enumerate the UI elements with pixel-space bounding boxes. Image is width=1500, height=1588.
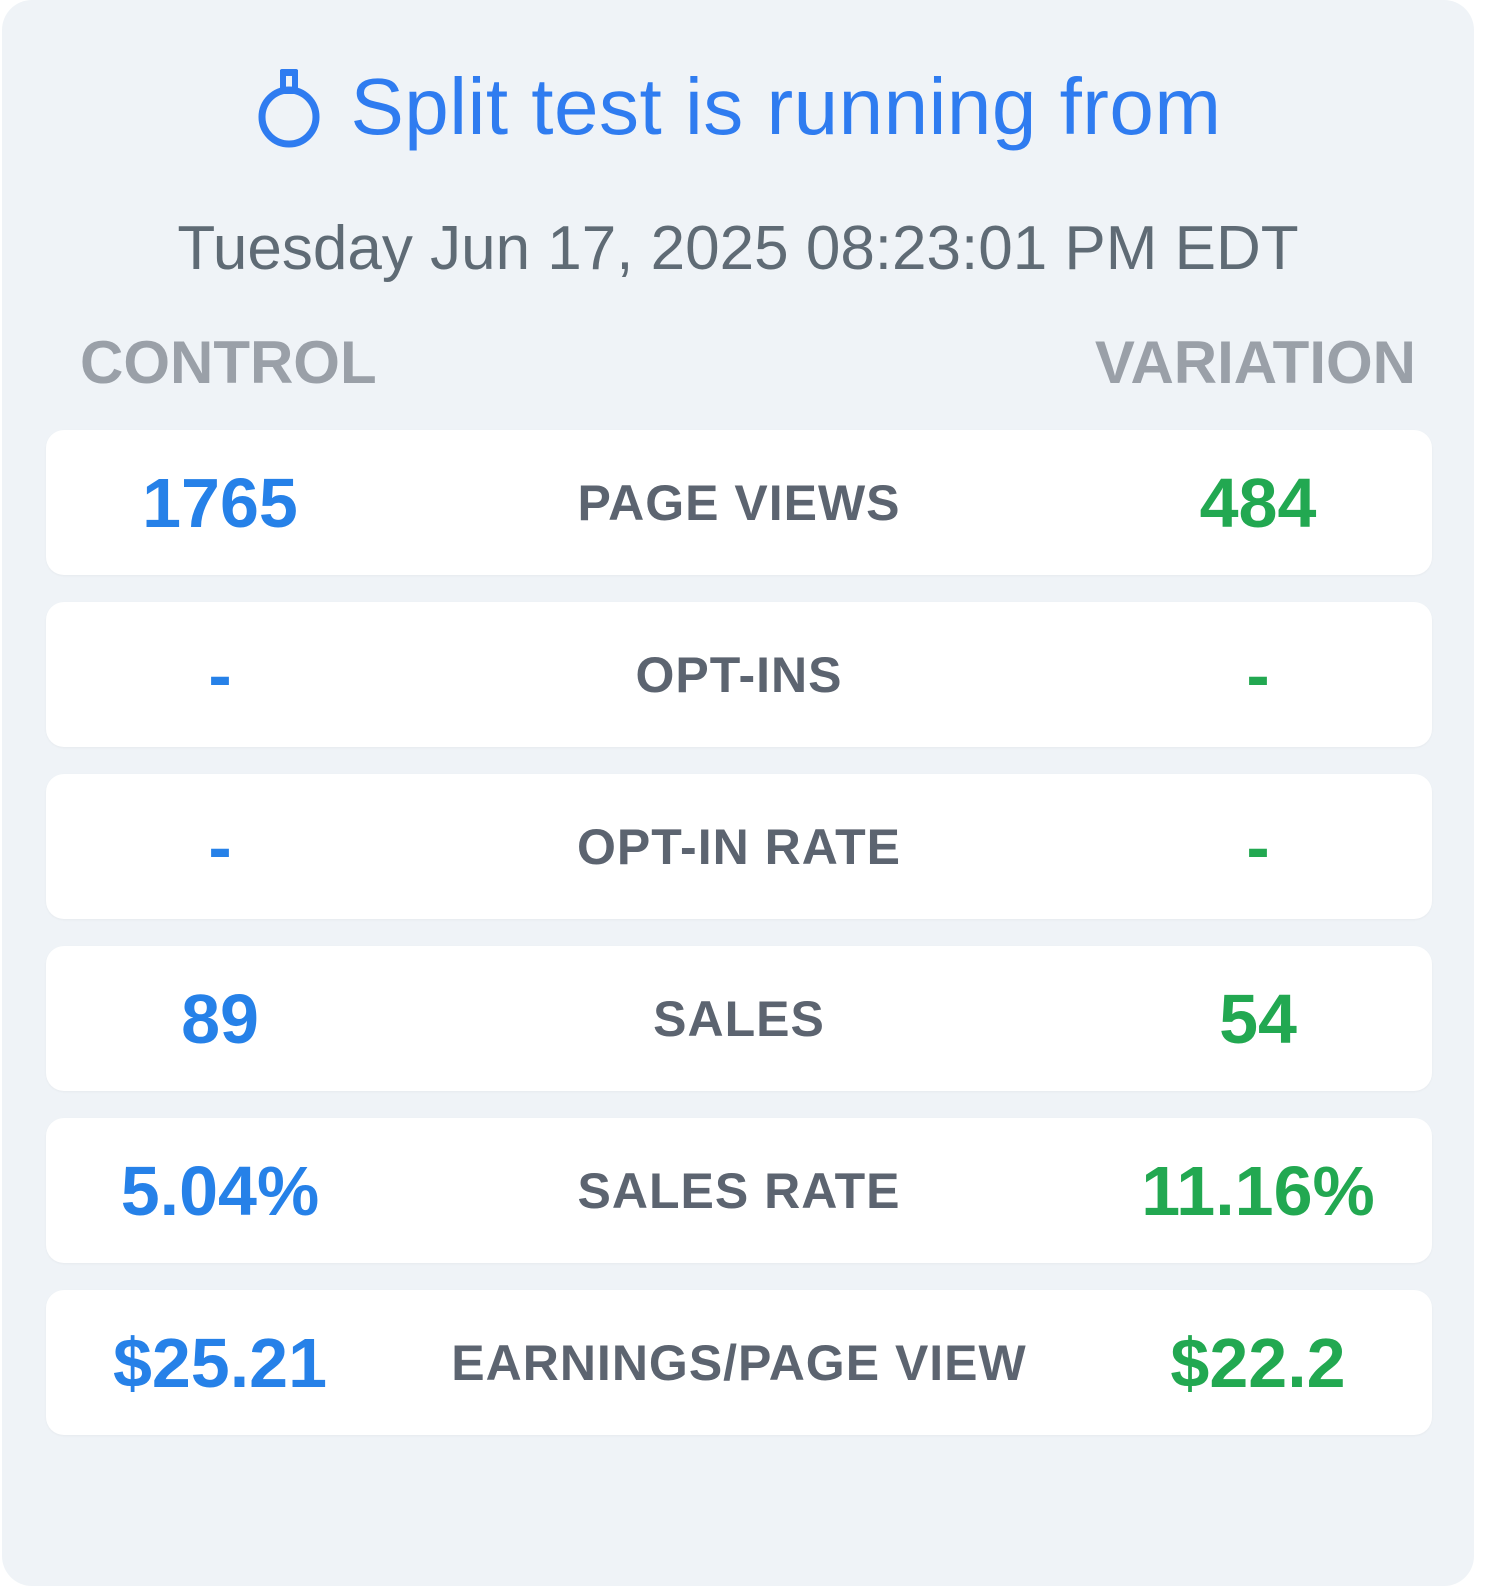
metric-label: OPT-IN RATE	[577, 818, 901, 875]
metric-label: SALES RATE	[577, 1162, 901, 1219]
title-row: Split test is running from	[2, 52, 1474, 162]
metric-row-sales: 89 SALES 54	[46, 946, 1432, 1091]
metric-row-opt-ins: - OPT-INS -	[46, 602, 1432, 747]
metric-row-opt-in-rate: - OPT-IN RATE -	[46, 774, 1432, 919]
control-column-header: CONTROL	[80, 329, 377, 396]
variation-value: $22.2	[1170, 1323, 1346, 1402]
control-value: 1765	[142, 463, 298, 542]
metric-row-sales-rate: 5.04% SALES RATE 11.16%	[46, 1118, 1432, 1263]
variation-value: -	[1246, 807, 1270, 886]
stopwatch-icon	[258, 69, 320, 148]
variation-column-header: VARIATION	[1094, 329, 1416, 396]
metric-label: SALES	[653, 990, 825, 1047]
metric-row-page-views: 1765 PAGE VIEWS 484	[46, 430, 1432, 575]
variation-value: 484	[1199, 463, 1317, 542]
metric-label: PAGE VIEWS	[577, 474, 901, 531]
start-date: Tuesday Jun 17, 2025 08:23:01 PM EDT	[177, 214, 1299, 283]
control-value: 89	[181, 979, 259, 1058]
page-title: Split test is running from	[350, 62, 1222, 151]
control-value: 5.04%	[120, 1151, 320, 1230]
metrics-list: 1765 PAGE VIEWS 484 - OPT-INS - - OPT-IN…	[46, 430, 1432, 1462]
control-value: -	[208, 807, 232, 886]
metric-label: EARNINGS/PAGE VIEW	[451, 1334, 1027, 1391]
variation-value: 11.16%	[1141, 1151, 1375, 1230]
variation-value: -	[1246, 635, 1270, 714]
metric-row-earnings-per-page-view: $25.21 EARNINGS/PAGE VIEW $22.2	[46, 1290, 1432, 1435]
variation-value: 54	[1219, 979, 1297, 1058]
control-value: $25.21	[112, 1323, 328, 1402]
control-value: -	[208, 635, 232, 714]
metric-label: OPT-INS	[635, 646, 843, 703]
